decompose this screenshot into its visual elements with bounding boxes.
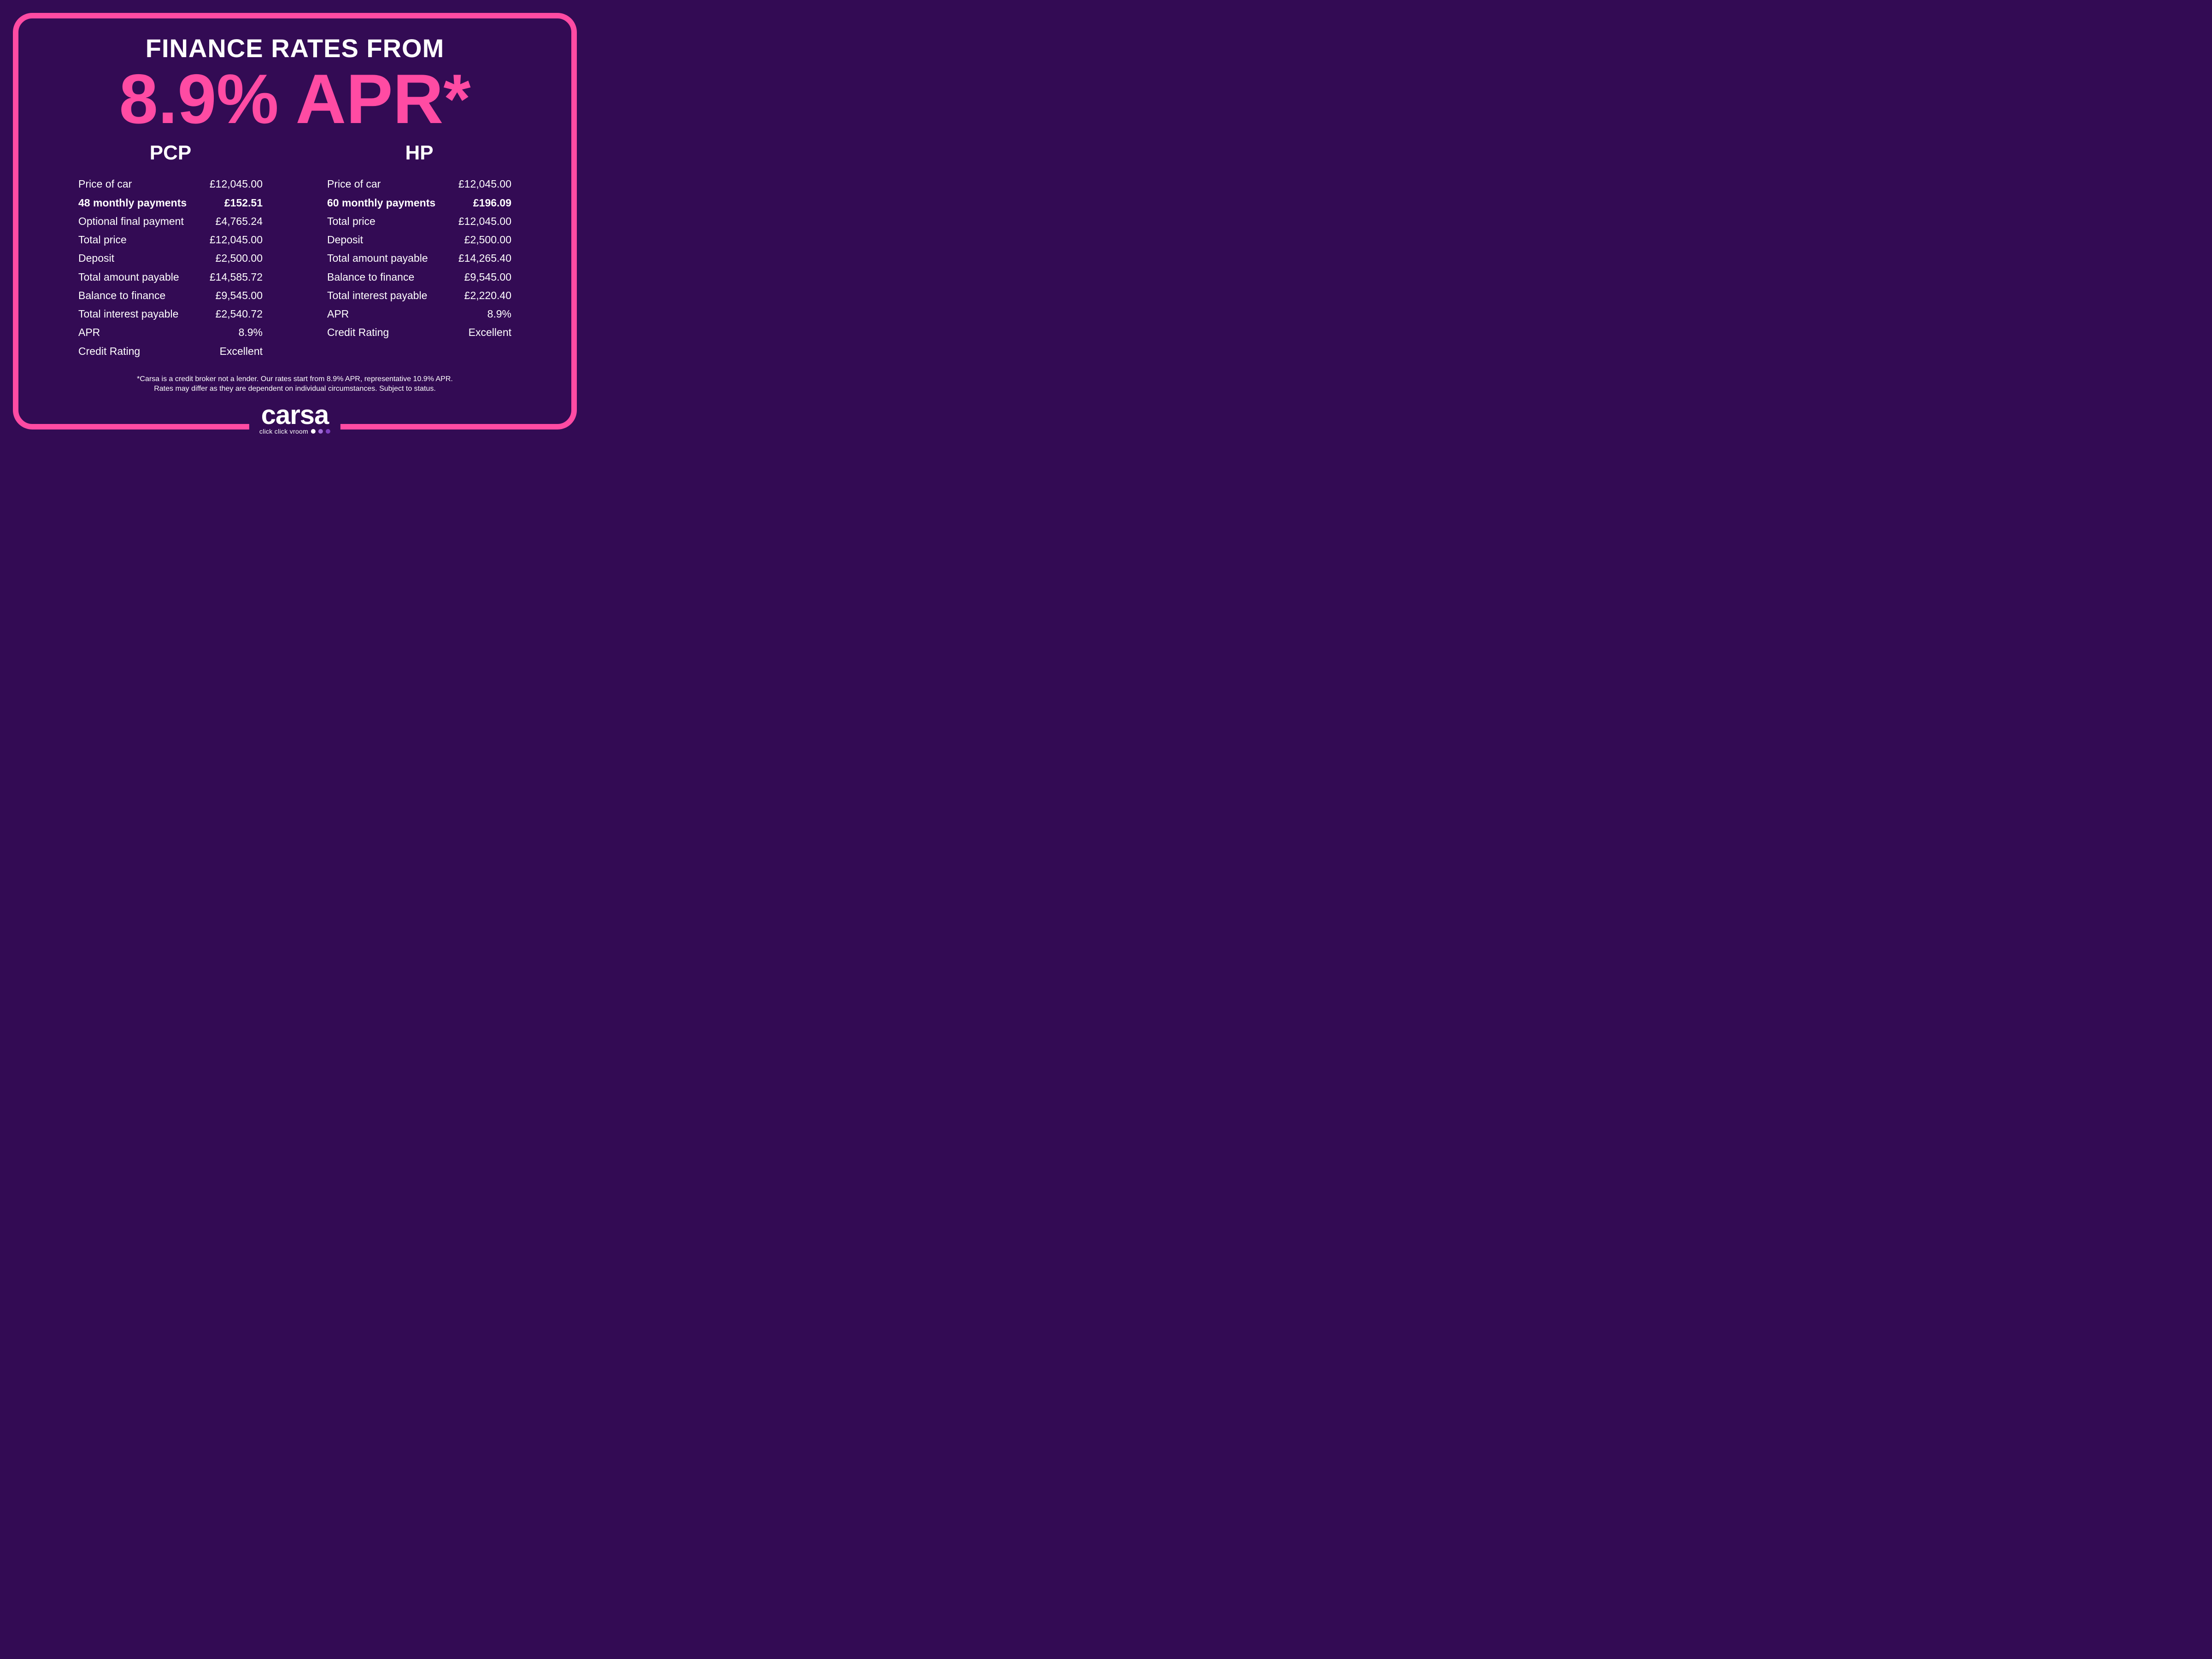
- finance-row: 60 monthly payments £196.09: [327, 194, 511, 212]
- finance-row-value: £2,540.72: [216, 305, 263, 323]
- finance-row-label: Total interest payable: [78, 305, 178, 323]
- finance-row-label: Price of car: [78, 175, 132, 193]
- finance-row: APR 8.9%: [78, 323, 263, 341]
- finance-row-value: Excellent: [469, 323, 511, 341]
- finance-row: Balance to finance £9,545.00: [327, 268, 511, 286]
- disclaimer-line-2: Rates may differ as they are dependent o…: [46, 384, 544, 394]
- finance-row: Balance to finance £9,545.00: [78, 286, 263, 305]
- hp-column: HP Price of car£12,045.0060 monthly paym…: [327, 141, 511, 360]
- brand-tagline-row: click click vroom: [259, 428, 330, 435]
- finance-row-label: Deposit: [327, 230, 363, 249]
- finance-row: Total interest payable £2,540.72: [78, 305, 263, 323]
- finance-row-label: Total interest payable: [327, 286, 427, 305]
- finance-row: Credit Rating Excellent: [78, 342, 263, 360]
- finance-row-value: £12,045.00: [458, 175, 511, 193]
- finance-row: Deposit £2,500.00: [327, 230, 511, 249]
- dot-icon: [311, 429, 316, 434]
- finance-row-value: 8.9%: [239, 323, 263, 341]
- finance-row-label: Balance to finance: [327, 268, 414, 286]
- finance-row: Total amount payable £14,585.72: [78, 268, 263, 286]
- hp-title: HP: [327, 141, 511, 165]
- finance-row-label: Price of car: [327, 175, 381, 193]
- finance-row: 48 monthly payments £152.51: [78, 194, 263, 212]
- finance-row-label: Total amount payable: [78, 268, 179, 286]
- brand-logo: carsa click click vroom: [249, 405, 340, 435]
- hp-rows: Price of car£12,045.0060 monthly payment…: [327, 175, 511, 341]
- finance-row: Total price £12,045.00: [78, 230, 263, 249]
- finance-row-value: Excellent: [220, 342, 263, 360]
- finance-row-value: £9,545.00: [216, 286, 263, 305]
- finance-row-label: Credit Rating: [327, 323, 389, 341]
- headline-rate: 8.9% APR*: [46, 66, 544, 132]
- finance-row-label: Balance to finance: [78, 286, 165, 305]
- finance-row-value: £14,585.72: [210, 268, 263, 286]
- finance-row-label: Total price: [78, 230, 127, 249]
- finance-row-value: £2,500.00: [464, 230, 511, 249]
- finance-row-value: £2,500.00: [216, 249, 263, 267]
- pcp-column: PCP Price of car£12,045.0048 monthly pay…: [78, 141, 263, 360]
- finance-row: Price of car £12,045.00: [78, 175, 263, 193]
- finance-row-label: APR: [78, 323, 100, 341]
- finance-row-label: APR: [327, 305, 349, 323]
- finance-row-value: £12,045.00: [210, 175, 263, 193]
- finance-row: Total price £12,045.00: [327, 212, 511, 230]
- finance-row-value: £2,220.40: [464, 286, 511, 305]
- disclaimer-line-1: *Carsa is a credit broker not a lender. …: [46, 374, 544, 384]
- pcp-rows: Price of car£12,045.0048 monthly payment…: [78, 175, 263, 360]
- disclaimer-text: *Carsa is a credit broker not a lender. …: [46, 374, 544, 394]
- finance-row-value: 8.9%: [487, 305, 511, 323]
- finance-row: Total amount payable £14,265.40: [327, 249, 511, 267]
- finance-row: Deposit £2,500.00: [78, 249, 263, 267]
- finance-row: APR 8.9%: [327, 305, 511, 323]
- finance-row-label: 48 monthly payments: [78, 194, 187, 212]
- finance-row-label: Total price: [327, 212, 376, 230]
- finance-row-label: Deposit: [78, 249, 114, 267]
- finance-row-value: £152.51: [224, 194, 263, 212]
- finance-columns: PCP Price of car£12,045.0048 monthly pay…: [46, 141, 544, 360]
- finance-row: Credit Rating Excellent: [327, 323, 511, 341]
- finance-row-value: £196.09: [473, 194, 511, 212]
- headline-block: FINANCE RATES FROM 8.9% APR*: [46, 33, 544, 132]
- finance-row-value: £4,765.24: [216, 212, 263, 230]
- finance-row-label: Total amount payable: [327, 249, 428, 267]
- finance-row: Total interest payable £2,220.40: [327, 286, 511, 305]
- finance-row: Optional final payment £4,765.24: [78, 212, 263, 230]
- headline-intro: FINANCE RATES FROM: [46, 33, 544, 63]
- dot-icon: [326, 429, 330, 434]
- finance-row-value: £14,265.40: [458, 249, 511, 267]
- finance-row-label: 60 monthly payments: [327, 194, 435, 212]
- dot-icon: [318, 429, 323, 434]
- finance-row-label: Credit Rating: [78, 342, 140, 360]
- finance-row-value: £12,045.00: [458, 212, 511, 230]
- brand-tagline: click click vroom: [259, 428, 308, 435]
- pcp-title: PCP: [78, 141, 263, 165]
- brand-name: carsa: [259, 405, 330, 426]
- finance-row: Price of car £12,045.00: [327, 175, 511, 193]
- finance-row-label: Optional final payment: [78, 212, 184, 230]
- finance-row-value: £9,545.00: [464, 268, 511, 286]
- finance-row-value: £12,045.00: [210, 230, 263, 249]
- content-frame: FINANCE RATES FROM 8.9% APR* PCP Price o…: [13, 13, 577, 429]
